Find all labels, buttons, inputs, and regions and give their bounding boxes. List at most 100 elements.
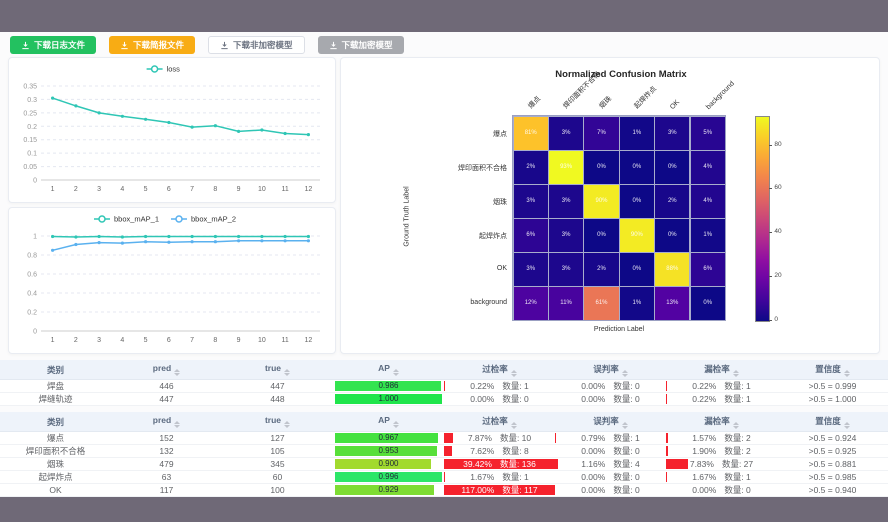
sort-icon[interactable] (732, 369, 739, 377)
matrix-cell: 0% (584, 218, 619, 252)
svg-text:7: 7 (190, 337, 194, 344)
matrix-cell: 3% (655, 116, 690, 150)
sort-icon[interactable] (732, 421, 739, 429)
sort-icon[interactable] (392, 421, 399, 428)
matrix-cell: 81% (513, 116, 548, 150)
svg-text:7: 7 (190, 186, 194, 193)
matrix-cell: 3% (548, 252, 584, 286)
colorbar-tick-mark (769, 276, 773, 278)
matrix-cell: 12% (513, 286, 548, 320)
download-icon (121, 41, 128, 49)
matrix-x-tick-label: OK (669, 98, 682, 111)
confusion-matrix-card: Normalized Confusion Matrix Ground Truth… (340, 57, 880, 354)
matrix-x-tick-label: background (704, 80, 736, 111)
column-header-置信度[interactable]: 置信度 (777, 360, 888, 380)
metrics-table-2: 类别 pred true AP 过检率 误判率 漏检率 置信度 爆点 152 127 0.967 7.8… (0, 412, 888, 497)
miss-detect-rate-cell: 7.83% 数量: 27 (666, 457, 777, 471)
table-row: 烟珠 479 345 0.900 39.42% 数量: 136 1.16% 数量: 4 7.83… (0, 457, 888, 471)
svg-text:2: 2 (74, 337, 78, 344)
column-header-AP[interactable]: AP (333, 360, 444, 380)
svg-text:0.8: 0.8 (27, 253, 37, 260)
download-icon (329, 41, 337, 49)
svg-text:bbox_mAP_1: bbox_mAP_1 (114, 215, 159, 224)
column-header-AP[interactable]: AP (333, 412, 444, 432)
column-header-误判率[interactable]: 误判率 (555, 360, 666, 380)
column-header-漏检率[interactable]: 漏检率 (666, 412, 777, 432)
column-header-误判率[interactable]: 误判率 (555, 412, 666, 432)
svg-text:1: 1 (33, 234, 37, 241)
true-count-cell: 447 (222, 379, 333, 393)
svg-text:3: 3 (97, 186, 101, 193)
sort-icon[interactable] (510, 421, 517, 429)
confidence-cell: >0.5 = 0.925 (777, 444, 888, 458)
svg-text:0.4: 0.4 (27, 291, 37, 298)
column-header-label: 过检率 (482, 363, 508, 374)
column-header-label: AP (378, 363, 390, 373)
pred-count-cell: 447 (111, 392, 222, 406)
misjudge-rate-cell: 1.16% 数量: 4 (555, 457, 666, 471)
column-header-类别: 类别 (0, 412, 111, 432)
table-header-row: 类别 pred true AP 过检率 误判率 漏检率 置信度 (0, 412, 888, 432)
misjudge-rate-cell: 0.79% 数量: 1 (555, 431, 666, 445)
matrix-cell: 93% (548, 150, 584, 184)
column-header-漏检率[interactable]: 漏检率 (666, 360, 777, 380)
column-header-label: 漏检率 (704, 363, 730, 374)
sort-icon[interactable] (510, 369, 517, 377)
svg-text:10: 10 (258, 186, 266, 193)
column-header-label: 类别 (46, 364, 64, 375)
column-header-置信度[interactable]: 置信度 (777, 412, 888, 432)
svg-text:8: 8 (213, 186, 217, 193)
sort-icon[interactable] (621, 421, 628, 429)
download-button-plain[interactable]: 下载非加密模型 (208, 36, 305, 54)
confidence-cell: >0.5 = 0.881 (777, 457, 888, 471)
svg-text:3: 3 (97, 337, 101, 344)
matrix-cell: 1% (690, 218, 725, 252)
download-icon (22, 41, 29, 49)
confidence-cell: >0.5 = 0.985 (777, 470, 888, 484)
colorbar-tick-mark (769, 144, 773, 146)
pred-count-cell: 479 (111, 457, 222, 471)
miss-detect-rate-cell: 1.67% 数量: 1 (666, 470, 777, 484)
column-header-pred[interactable]: pred (111, 360, 222, 380)
over-detect-rate-cell: 0.22% 数量: 1 (444, 379, 555, 393)
matrix-cell: 11% (548, 286, 584, 320)
misjudge-rate-cell: 0.00% 数量: 0 (555, 483, 666, 497)
column-header-过检率[interactable]: 过检率 (444, 360, 555, 380)
column-header-过检率[interactable]: 过检率 (444, 412, 555, 432)
ap-cell: 0.967 (333, 431, 444, 445)
matrix-cell: 3% (548, 184, 584, 218)
column-header-label: true (264, 363, 282, 373)
class-name-cell: 焊缝轨迹 (0, 392, 111, 406)
svg-text:11: 11 (281, 337, 288, 344)
sort-icon[interactable] (621, 369, 628, 377)
sort-icon[interactable] (174, 421, 181, 428)
svg-text:11: 11 (281, 186, 288, 193)
class-name-cell: 烟珠 (0, 457, 111, 471)
true-count-cell: 448 (222, 392, 333, 406)
ap-cell: 0.986 (333, 379, 444, 393)
sort-icon[interactable] (843, 421, 850, 429)
svg-text:0: 0 (33, 178, 37, 185)
column-header-label: pred (152, 415, 172, 425)
sort-icon[interactable] (284, 421, 291, 428)
download-button-warning[interactable]: 下载简报文件 (109, 36, 196, 54)
download-button-success[interactable]: 下载日志文件 (10, 36, 97, 54)
sort-icon[interactable] (284, 369, 291, 376)
svg-text:6: 6 (167, 337, 171, 344)
matrix-cell: 3% (548, 116, 584, 150)
column-header-true[interactable]: true (222, 412, 333, 432)
column-header-label: AP (378, 415, 390, 425)
svg-text:4: 4 (120, 186, 124, 193)
svg-text:0: 0 (33, 329, 37, 336)
svg-text:0.2: 0.2 (27, 310, 37, 317)
svg-text:0.3: 0.3 (27, 97, 37, 104)
sort-icon[interactable] (392, 369, 399, 376)
sort-icon[interactable] (843, 369, 850, 377)
table-row: 起焊炸点 63 60 0.996 1.67% 数量: 1 0.00% 数量: 0 1.67% 数量… (0, 470, 888, 484)
column-header-pred[interactable]: pred (111, 412, 222, 432)
ap-cell: 0.929 (333, 483, 444, 497)
column-header-true[interactable]: true (222, 360, 333, 380)
true-count-cell: 60 (222, 470, 333, 484)
download-button-disabled[interactable]: 下载加密模型 (317, 36, 404, 54)
sort-icon[interactable] (174, 369, 181, 376)
